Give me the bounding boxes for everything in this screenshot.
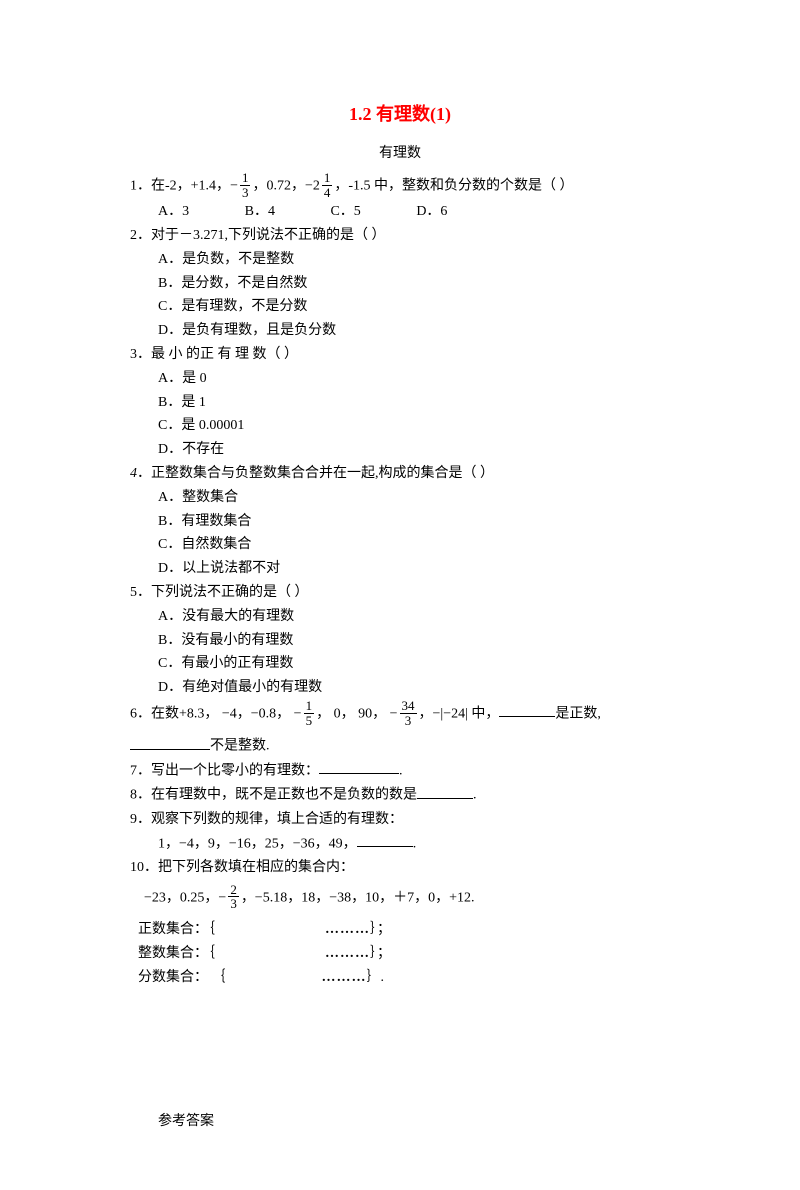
q1-stem-a: 1．在-2，+1.4， — [130, 178, 230, 193]
q1-opt-b: B．4 — [245, 204, 275, 219]
blank — [130, 734, 210, 750]
question-6: 6．在数+8.3， −4，−0.8， −15， 0， 90， −343，−|−2… — [130, 700, 670, 728]
question-9a: 9．观察下列数的规律，填上合适的有理数： — [130, 808, 670, 832]
set-positive: 正数集合：｛ ………｝； — [130, 918, 670, 942]
doc-subtitle: 有理数 — [130, 142, 670, 162]
q2-opt-b: B．是分数，不是自然数 — [130, 272, 670, 296]
question-3: 3．最 小 的正 有 理 数（ ） — [130, 343, 670, 367]
q4-opt-b: B．有理数集合 — [130, 510, 670, 534]
q6-tail2: 不是整数. — [210, 739, 270, 754]
question-2: 2．对于－3.271,下列说法不正确的是（ ） — [130, 224, 670, 248]
fraction: 14 — [322, 171, 333, 199]
question-8: 8．在有理数中，既不是正数也不是负数的数是. — [130, 783, 670, 807]
set-fraction: 分数集合： ｛ ………｝. — [130, 966, 670, 990]
dots: ……… — [325, 946, 370, 961]
q1-stem-b: ，0.72， — [252, 178, 305, 193]
q3-opt-a: A．是 0 — [130, 367, 670, 391]
q5-opt-d: D．有绝对值最小的有理数 — [130, 676, 670, 700]
q4-stem: 正整数集合与负整数集合合并在一起,构成的集合是（ ） — [151, 466, 494, 481]
q4-opt-d: D．以上说法都不对 — [130, 557, 670, 581]
doc-title: 1.2 有理数(1) — [130, 100, 670, 126]
fraction: 13 — [240, 171, 251, 199]
q7-stem: 7．写出一个比零小的有理数： — [130, 763, 319, 778]
fraction: 23 — [228, 883, 239, 911]
q10-list-pre: −23，0.25， — [144, 890, 218, 905]
blank — [417, 783, 473, 799]
q5-opt-c: C．有最小的正有理数 — [130, 652, 670, 676]
set-close: ｝； — [370, 946, 391, 961]
q3-opt-d: D．不存在 — [130, 438, 670, 462]
set-close: ｝； — [370, 922, 391, 937]
q1-options: A．3 B．4 C．5 D．6 — [130, 200, 670, 224]
blank — [499, 702, 555, 718]
page: 1.2 有理数(1) 有理数 1．在-2，+1.4，−13，0.72，−214，… — [0, 0, 800, 1190]
dots: ……… — [325, 922, 370, 937]
question-10a: 10．把下列各数填在相应的集合内： — [130, 856, 670, 880]
q1-opt-d: D．6 — [416, 204, 447, 219]
q3-opt-b: B．是 1 — [130, 391, 670, 415]
q1-mixed-whole: 2 — [313, 178, 320, 193]
q5-opt-b: B．没有最小的有理数 — [130, 629, 670, 653]
question-10b: −23，0.25，−23，−5.18，18，−38，10，＋7，0，+12. — [130, 884, 670, 912]
blank — [319, 759, 399, 775]
q3-opt-c: C．是 0.00001 — [130, 414, 670, 438]
q6-stem-b: ， 0， 90， − — [316, 706, 397, 721]
set-frac-label: 分数集合： ｛ — [138, 970, 226, 985]
q2-opt-d: D．是负有理数，且是负分数 — [130, 319, 670, 343]
dots: ……… — [322, 970, 367, 985]
q1-opt-a: A．3 — [158, 204, 189, 219]
q6-stem-a: 6．在数+8.3， −4，−0.8， − — [130, 706, 302, 721]
q2-opt-c: C．是有理数，不是分数 — [130, 295, 670, 319]
question-5: 5．下列说法不正确的是（ ） — [130, 581, 670, 605]
question-4: 4．正整数集合与负整数集合合并在一起,构成的集合是（ ） — [130, 462, 670, 486]
q10-list-post: ，−5.18，18，−38，10，＋7，0，+12. — [241, 890, 475, 905]
q6-tail1: 是正数, — [555, 706, 601, 721]
question-7: 7．写出一个比零小的有理数：. — [130, 759, 670, 783]
q1-opt-c: C．5 — [330, 204, 360, 219]
set-close2: ｝. — [367, 970, 385, 985]
set-pos-label: 正数集合：｛ — [138, 922, 215, 937]
q6-line2: 不是整数. — [130, 734, 670, 758]
q4-opt-c: C．自然数集合 — [130, 533, 670, 557]
q8-stem: 8．在有理数中，既不是正数也不是负数的数是 — [130, 788, 417, 803]
q1-stem-c: ，-1.5 中，整数和负分数的个数是（ ） — [334, 178, 573, 193]
q4-opt-a: A．整数集合 — [130, 486, 670, 510]
answers-heading: 参考答案 — [130, 1110, 670, 1130]
fraction: 15 — [304, 699, 315, 727]
q9-seq: 1，−4，9，−16，25，−36，49， — [158, 836, 357, 851]
q2-opt-a: A．是负数，不是整数 — [130, 248, 670, 272]
set-int-label: 整数集合：｛ — [138, 946, 215, 961]
blank — [357, 832, 413, 848]
question-9b: 1，−4，9，−16，25，−36，49，. — [130, 832, 670, 856]
q5-opt-a: A．没有最大的有理数 — [130, 605, 670, 629]
question-1: 1．在-2，+1.4，−13，0.72，−214，-1.5 中，整数和负分数的个… — [130, 172, 670, 200]
q6-stem-c: ，−|−24| 中， — [419, 706, 500, 721]
set-integer: 整数集合：｛ ………｝； — [130, 942, 670, 966]
fraction: 343 — [400, 699, 417, 727]
